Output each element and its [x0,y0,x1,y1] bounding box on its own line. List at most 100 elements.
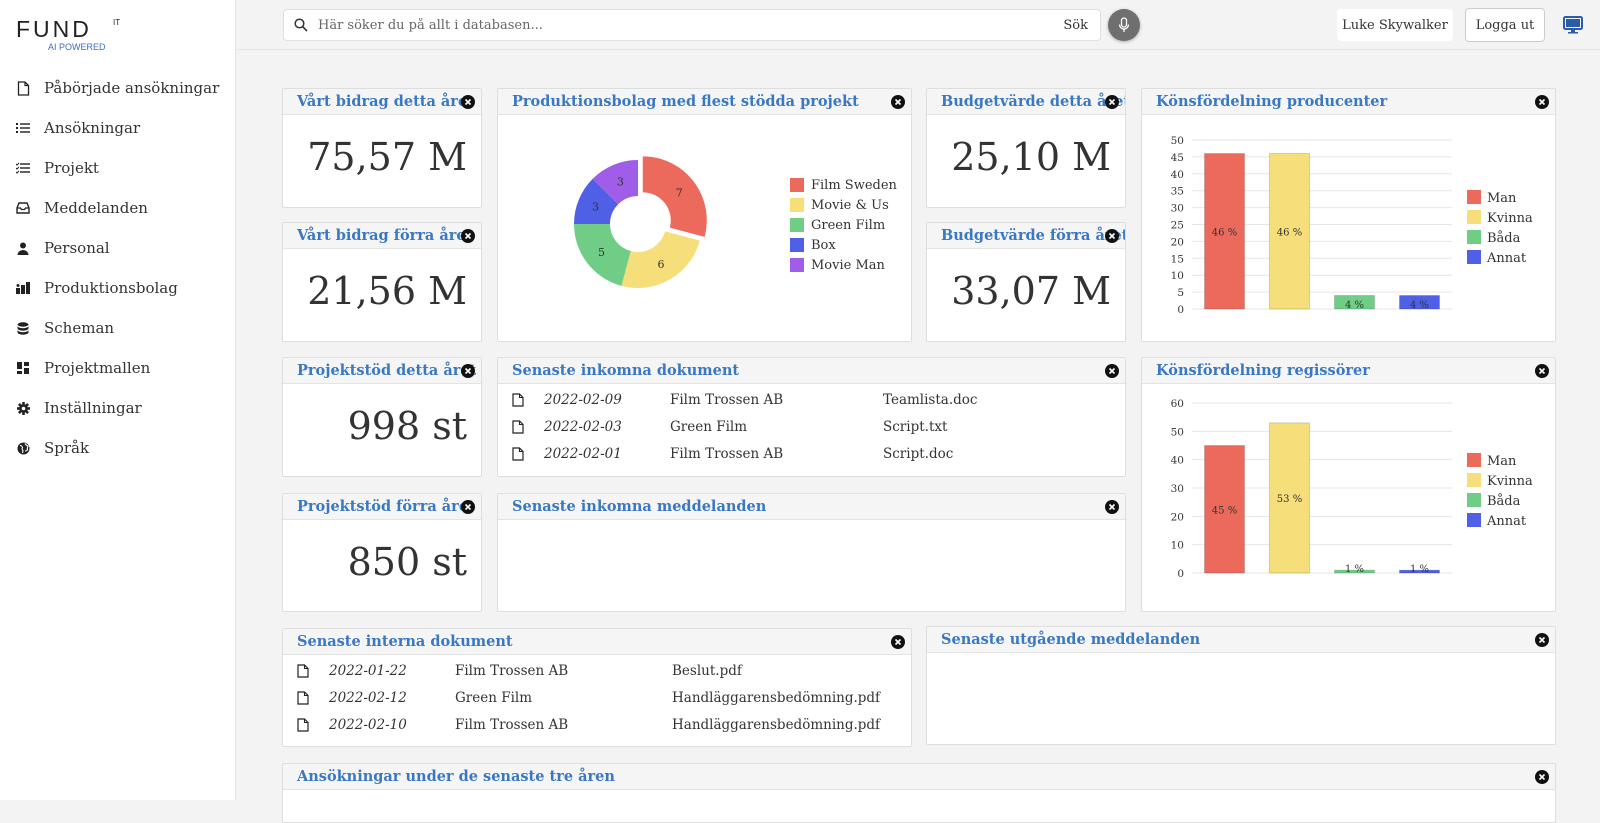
document-row[interactable]: 2022-01-22 Film Trossen AB Beslut.pdf [297,657,901,684]
document-file[interactable]: Script.doc [883,445,954,462]
close-icon[interactable] [1535,633,1549,647]
panel-ansokningar-tre-ar: Ansökningar under de senaste tre åren [282,763,1556,823]
document-file[interactable]: Beslut.pdf [672,662,742,679]
y-tick-label: 40 [1171,455,1184,467]
database-icon [16,321,30,335]
close-icon[interactable] [461,95,475,109]
document-row[interactable]: 2022-02-09 Film Trossen AB Teamlista.doc [512,386,1115,413]
legend-item[interactable]: Movie & Us [790,195,897,215]
sidebar-item-meddelanden[interactable]: Meddelanden [0,188,236,228]
sidebar-item-scheman[interactable]: Scheman [0,308,236,348]
legend-label: Film Sweden [811,177,897,193]
document-row[interactable]: 2022-02-03 Green Film Script.txt [512,413,1115,440]
y-tick-label: 20 [1171,236,1184,248]
legend-item[interactable]: Film Sweden [790,175,897,195]
microphone-button[interactable] [1108,9,1140,41]
close-icon[interactable] [1535,95,1549,109]
y-tick-label: 35 [1171,186,1184,198]
gear-icon [16,401,30,415]
legend-item[interactable]: Båda [1467,230,1521,246]
bar[interactable] [1399,569,1440,574]
close-icon[interactable] [1535,770,1549,784]
y-tick-label: 10 [1171,270,1184,282]
projektstod-forra-value: 850 st [347,540,467,584]
pie-slice[interactable] [574,224,631,286]
close-icon[interactable] [891,635,905,649]
legend-item[interactable]: Man [1467,190,1517,206]
document-file[interactable]: Handläggarensbedömning.pdf [672,689,881,706]
document-file[interactable]: Handläggarensbedömning.pdf [672,716,881,733]
close-icon[interactable] [891,95,905,109]
bar[interactable] [1269,422,1310,574]
document-row[interactable]: 2022-02-01 Film Trossen AB Script.doc [512,440,1115,467]
legend-item[interactable]: Annat [1467,250,1527,266]
close-icon[interactable] [461,500,475,514]
sidebar-item-label: Personal [44,239,110,257]
logout-button[interactable]: Logga ut [1465,8,1545,42]
sidebar-item-påbörjade-ansökningar[interactable]: Påbörjade ansökningar [0,68,236,108]
legend-item[interactable]: Box [790,235,897,255]
bar-value-label: 46 % [1277,227,1302,238]
legend-item[interactable]: Green Film [790,215,897,235]
pie-value-label: 3 [617,176,624,189]
legend-swatch [790,258,804,272]
panel-kon-producenter: Könsfördelning producenter 0 5 10 15 20 25 30 3… [1141,88,1556,342]
bar[interactable] [1204,153,1245,310]
user-icon [16,241,30,255]
pie-legend: Film Sweden Movie & Us Green Film Box Movie … [790,175,897,275]
pie-slice[interactable] [592,160,638,205]
sidebar-item-label: Produktionsbolag [44,279,178,297]
close-icon[interactable] [1105,500,1119,514]
panel-title: Vårt bidrag förra året [297,227,473,244]
panel-title: Projektstöd förra året [297,498,475,515]
bar[interactable] [1269,153,1310,310]
document-row[interactable]: 2022-02-12 Green Film Handläggarensbedömni… [297,684,901,711]
monitor-icon[interactable] [1563,16,1583,34]
panel-bidrag-detta: Vårt bidrag detta året 75,57 M [282,88,482,208]
sidebar-item-produktionsbolag[interactable]: Produktionsbolag [0,268,236,308]
close-icon[interactable] [461,364,475,378]
pie-slice[interactable] [621,231,700,288]
legend-label: Annat [1486,251,1527,266]
document-file[interactable]: Teamlista.doc [883,391,978,408]
building-icon [16,281,30,295]
sidebar-item-personal[interactable]: Personal [0,228,236,268]
legend-item[interactable]: Båda [1467,493,1521,509]
bar-chart-regissorer: 0 10 20 30 40 50 60 45 % 53 % 1 % 1 % Man Kvinna Båda… [1171,398,1533,580]
panel-title: Budgetvärde förra året [941,227,1126,244]
pie-slice[interactable] [642,156,707,237]
bar[interactable] [1399,294,1440,310]
search-input[interactable] [318,17,1064,33]
close-icon[interactable] [1105,95,1119,109]
user-button[interactable]: Luke Skywalker [1337,9,1453,41]
logo[interactable]: FUND IT AI POWERED [16,16,120,52]
bar[interactable] [1204,445,1245,574]
sidebar-item-projektmallen[interactable]: Projektmallen [0,348,236,388]
legend-item[interactable]: Kvinna [1467,473,1533,489]
bar[interactable] [1334,569,1375,574]
sidebar-item-projekt[interactable]: Projekt [0,148,236,188]
document-row[interactable]: 2022-02-10 Film Trossen AB Handläggarensbe… [297,711,901,738]
close-icon[interactable] [1105,229,1119,243]
bar[interactable] [1334,294,1375,310]
legend-label: Kvinna [1487,211,1533,226]
file-icon [297,690,309,705]
document-date: 2022-02-09 [544,391,622,408]
sidebar-item-språk[interactable]: Språk [0,428,236,468]
panel-title: Ansökningar under de senaste tre åren [297,768,615,785]
legend-item[interactable]: Annat [1467,513,1527,529]
pie-value-label: 7 [676,186,683,199]
document-file[interactable]: Script.txt [883,418,948,435]
close-icon[interactable] [1535,364,1549,378]
sidebar-item-inställningar[interactable]: Inställningar [0,388,236,428]
legend-item[interactable]: Movie Man [790,255,897,275]
close-icon[interactable] [461,229,475,243]
close-icon[interactable] [1105,364,1119,378]
legend-item[interactable]: Man [1467,453,1517,469]
bidrag-forra-value: 21,56 M [307,269,467,313]
search-button[interactable]: Sök [1063,17,1088,33]
sidebar-item-ansökningar[interactable]: Ansökningar [0,108,236,148]
legend-item[interactable]: Kvinna [1467,210,1533,226]
panel-budget-forra: Budgetvärde förra året 33,07 M [926,222,1126,342]
pie-slice[interactable] [574,178,619,224]
